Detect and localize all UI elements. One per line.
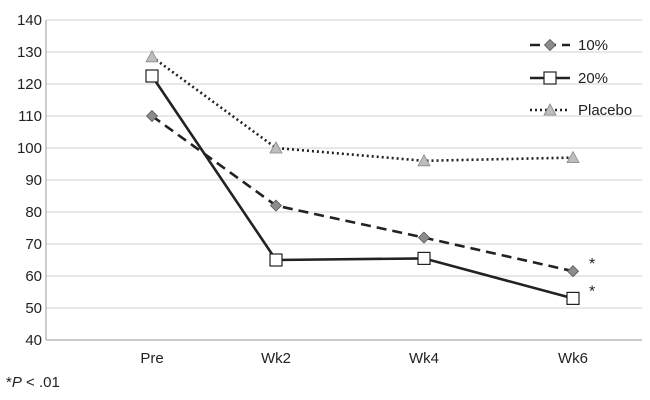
y-tick-label-100: 100 xyxy=(17,140,42,157)
y-tick-label-130: 130 xyxy=(17,44,42,61)
legend-marker-10pct xyxy=(543,38,557,52)
grid-lines xyxy=(46,19,642,341)
marker-20pct-wk4 xyxy=(417,251,431,265)
marker-10pct-wk6 xyxy=(566,265,580,278)
marker-placebo-wk6 xyxy=(566,150,580,164)
y-tick-label-80: 80 xyxy=(25,204,42,221)
marker-10pct-pre xyxy=(145,109,159,123)
x-tick-label-wk6: Wk6 xyxy=(558,350,588,367)
marker-20pct-wk6 xyxy=(566,291,580,305)
footnote: *P < .01 xyxy=(6,374,60,391)
marker-placebo-pre xyxy=(145,49,159,63)
axes xyxy=(45,20,642,341)
annotations: ** xyxy=(589,256,595,300)
series-line-20pct xyxy=(150,75,574,300)
legend-marker-20pct xyxy=(543,71,557,85)
y-tick-label-120: 120 xyxy=(17,76,42,93)
y-tick-labels: 40 50 60 70 80 90 100 110 120 130 140 xyxy=(17,12,42,349)
marker-20pct-pre xyxy=(145,69,159,83)
marker-10pct-wk4 xyxy=(417,231,431,244)
x-tick-label-pre: Pre xyxy=(140,350,163,367)
series-markers xyxy=(145,49,580,305)
legend-label-placebo: Placebo xyxy=(578,102,632,119)
y-tick-label-90: 90 xyxy=(25,172,42,189)
y-tick-label-140: 140 xyxy=(17,12,42,29)
y-tick-label-60: 60 xyxy=(25,268,42,285)
footnote-star: * xyxy=(6,374,12,391)
series-lines xyxy=(150,55,574,300)
series-line-10pct xyxy=(151,114,574,273)
significance-star-1: * xyxy=(589,256,595,273)
significance-star-2: * xyxy=(589,283,595,300)
series-line-placebo xyxy=(151,55,574,163)
footnote-p: P xyxy=(11,374,22,391)
legend: 10% 20% Placebo xyxy=(530,37,632,119)
marker-20pct-wk2 xyxy=(269,253,283,267)
x-tick-label-wk4: Wk4 xyxy=(409,350,439,367)
y-tick-label-70: 70 xyxy=(25,236,42,253)
x-tick-label-wk2: Wk2 xyxy=(261,350,291,367)
footnote-rest: < .01 xyxy=(21,374,60,391)
legend-marker-placebo xyxy=(543,103,557,116)
marker-placebo-wk2 xyxy=(269,141,283,154)
marker-10pct-wk2 xyxy=(269,199,283,212)
y-tick-label-50: 50 xyxy=(25,300,42,317)
y-tick-label-40: 40 xyxy=(25,332,42,349)
line-chart: 40 50 60 70 80 90 100 110 120 130 140 Pre Wk2 Wk4 Wk6… xyxy=(17,12,642,367)
y-tick-label-110: 110 xyxy=(18,108,42,125)
legend-label-20pct: 20% xyxy=(578,70,608,87)
x-tick-labels: Pre Wk2 Wk4 Wk6 xyxy=(140,350,588,367)
marker-placebo-wk4 xyxy=(417,153,431,167)
legend-label-10pct: 10% xyxy=(578,37,608,54)
